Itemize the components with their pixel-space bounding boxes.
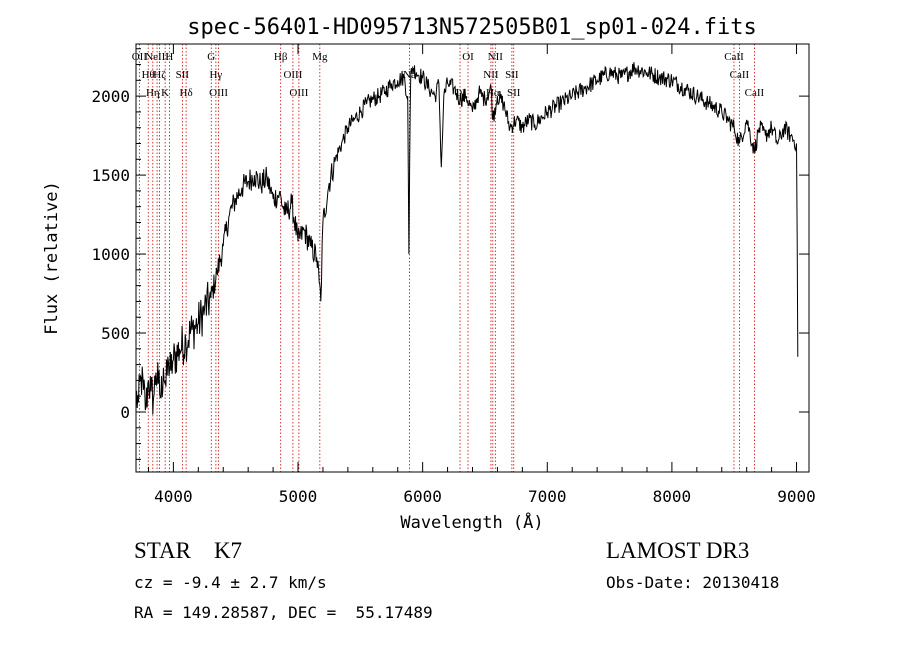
x-axis-label: Wavelength (Å) bbox=[400, 511, 543, 533]
spectral-class: STAR K7 bbox=[134, 538, 243, 563]
line-marker-label: NII bbox=[488, 51, 504, 63]
y-tick-label: 1000 bbox=[91, 245, 130, 264]
line-marker-label: CaII bbox=[724, 51, 744, 63]
x-tick-label: 8000 bbox=[653, 487, 692, 506]
x-axis-ticks: 4000 5000 6000 7000 8000 9000 bbox=[147, 44, 816, 506]
line-marker-label: OIII bbox=[209, 87, 228, 99]
survey-name: LAMOST DR3 bbox=[606, 538, 750, 563]
y-tick-label: 0 bbox=[120, 403, 130, 422]
line-marker-label: NII bbox=[483, 69, 499, 81]
spectrum-line bbox=[135, 62, 799, 415]
line-marker-label: CaII bbox=[730, 69, 750, 81]
x-tick-label: 7000 bbox=[528, 487, 567, 506]
y-axis-label: Flux (relative) bbox=[42, 181, 62, 335]
line-marker-label: K bbox=[161, 87, 169, 99]
obs-date: Obs-Date: 20130418 bbox=[606, 573, 780, 592]
x-tick-label: 5000 bbox=[279, 487, 318, 506]
line-marker-label: Hγ bbox=[209, 69, 222, 81]
line-marker-label: G bbox=[207, 51, 215, 63]
line-marker-label: SII bbox=[505, 69, 519, 81]
line-marker-label: OI bbox=[454, 87, 466, 99]
line-marker-label: SII bbox=[176, 69, 190, 81]
line-marker-label: NeIII bbox=[145, 51, 169, 63]
y-tick-label: 500 bbox=[101, 324, 130, 343]
line-marker-label: H bbox=[165, 51, 173, 63]
line-marker-label: Mg bbox=[312, 51, 328, 63]
x-tick-label: 6000 bbox=[403, 487, 442, 506]
line-marker-label: CaII bbox=[745, 87, 765, 99]
line-marker-label: SII bbox=[507, 87, 521, 99]
line-marker-label: OIII bbox=[289, 87, 308, 99]
x-tick-label: 9000 bbox=[777, 487, 816, 506]
line-marker-labels: OIIHθHηNeIIIHζKHSIIHδGHγOIIIHβOIIIOIIIMg… bbox=[132, 51, 765, 99]
line-marker-label: Hβ bbox=[274, 51, 288, 63]
line-marker-label: Hδ bbox=[180, 87, 193, 99]
line-marker-label: Hζ bbox=[153, 69, 166, 81]
y-tick-label: 2000 bbox=[91, 87, 130, 106]
line-marker-label: Hη bbox=[146, 87, 160, 99]
x-tick-label: 4000 bbox=[154, 487, 193, 506]
y-tick-label: 1500 bbox=[91, 166, 130, 185]
chart-title: spec-56401-HD095713N572505B01_sp01-024.f… bbox=[187, 15, 757, 40]
line-marker-label: OI bbox=[462, 51, 474, 63]
y-axis-ticks: 0 500 1000 1500 2000 bbox=[91, 48, 809, 460]
redshift-cz: cz = -9.4 ± 2.7 km/s bbox=[134, 573, 327, 592]
line-marker-label: Hθ bbox=[142, 69, 155, 81]
line-markers bbox=[138, 44, 755, 472]
line-marker-label: OIII bbox=[283, 69, 302, 81]
ra-dec: RA = 149.28587, DEC = 55.17489 bbox=[134, 603, 433, 622]
